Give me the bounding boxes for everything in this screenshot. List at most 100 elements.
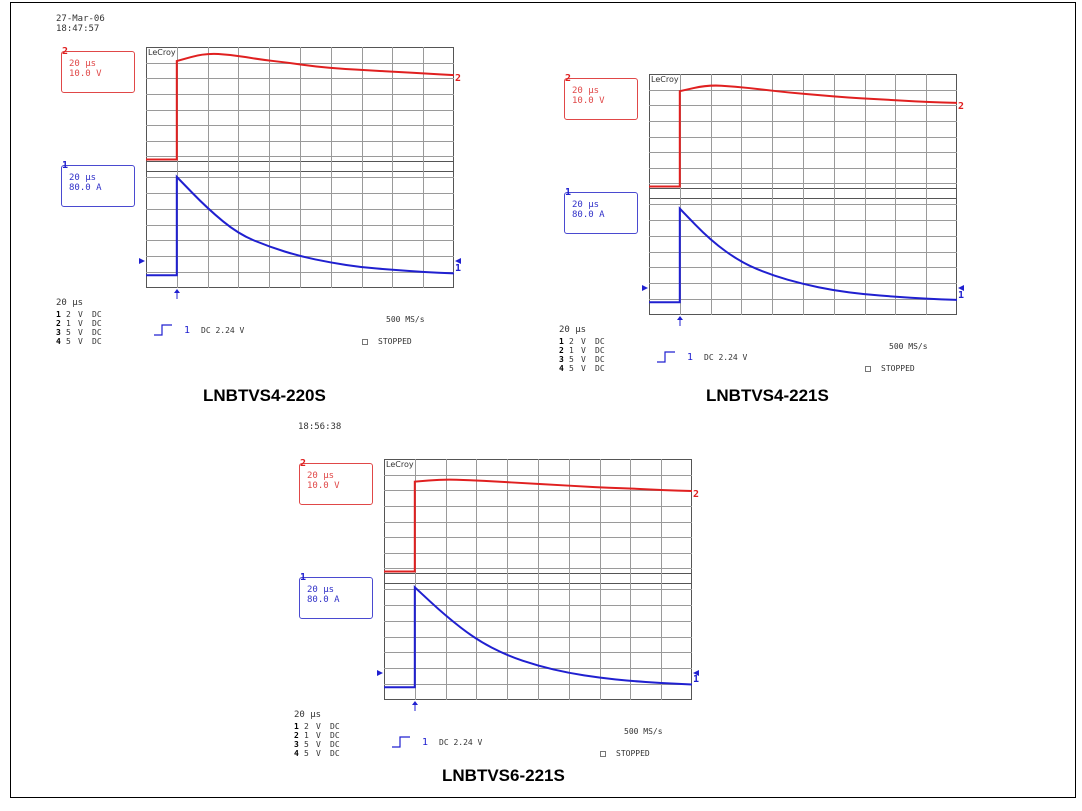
- channel-coupling: DC: [330, 740, 340, 749]
- channel-unit: V: [78, 328, 83, 337]
- channel-2-trace-marker: 2: [958, 100, 965, 112]
- channel-settings-row: 4 5 V DC: [56, 337, 102, 346]
- channel-volts: 5: [569, 355, 574, 364]
- scope-panel-lnbtvs4-221s: 20 µs 10.0 V 2 20 µs 80.0 A 1 LeCroy 2 1 20 µs 1 2 V…: [559, 41, 964, 426]
- channel-coupling: DC: [330, 731, 340, 740]
- channel-settings-row: 1 2 V DC: [559, 337, 605, 346]
- figure-frame: [10, 2, 1076, 798]
- channel-unit: V: [581, 346, 586, 355]
- acquisition-status: STOPPED: [881, 364, 915, 373]
- channel-1-trace-marker: 1: [693, 674, 700, 686]
- status-indicator: [362, 339, 368, 345]
- trigger-level-marker-left: [139, 258, 145, 265]
- trigger-level-marker-left: [377, 670, 383, 677]
- current-grid: [649, 188, 958, 315]
- channel-volts: 2: [304, 722, 309, 731]
- channel-volts: 1: [304, 731, 309, 740]
- channel-2-trace-marker: 2: [455, 73, 462, 85]
- scope-time: 18:56:38: [298, 422, 342, 432]
- channel-coupling: DC: [92, 337, 102, 346]
- trigger-position-arrow: [411, 701, 418, 711]
- sample-rate: 500 MS/s: [889, 342, 928, 351]
- current-grid: [146, 161, 455, 288]
- channel-unit: V: [78, 319, 83, 328]
- channel-coupling: DC: [92, 310, 102, 319]
- acquisition-status: STOPPED: [616, 749, 650, 758]
- channel-1-tag: 1: [565, 187, 572, 198]
- trigger-setting: DC 2.24 V: [439, 738, 483, 747]
- channel-number: 1: [56, 310, 61, 319]
- trigger-source: 1: [687, 352, 694, 363]
- status-indicator: [600, 751, 606, 757]
- channel-2-timebase: 20 µs: [69, 59, 97, 69]
- channel-2-tag: 2: [300, 458, 307, 469]
- acquisition-status: STOPPED: [378, 337, 412, 346]
- channel-1-scale: 80.0 A: [307, 595, 340, 605]
- sample-rate: 500 MS/s: [386, 315, 425, 324]
- channel-volts: 5: [569, 364, 574, 373]
- channel-volts: 2: [66, 310, 71, 319]
- voltage-grid: [384, 459, 693, 584]
- trigger-edge-icon: [154, 324, 172, 336]
- trigger-edge-icon: [392, 736, 410, 748]
- channel-volts: 2: [569, 337, 574, 346]
- channel-settings-row: 2 1 V DC: [294, 731, 340, 740]
- channel-1-trace-marker: 1: [455, 263, 462, 275]
- channel-1-info-box: 20 µs 80.0 A: [299, 577, 373, 619]
- current-grid: [384, 573, 693, 700]
- channel-unit: V: [316, 731, 321, 740]
- channel-unit: V: [316, 749, 321, 758]
- channel-coupling: DC: [595, 346, 605, 355]
- channel-settings-row: 3 5 V DC: [559, 355, 605, 364]
- channel-2-scale: 10.0 V: [307, 481, 340, 491]
- channel-number: 4: [294, 749, 299, 758]
- channel-settings-row: 4 5 V DC: [559, 364, 605, 373]
- status-indicator: [865, 366, 871, 372]
- trigger-level-marker-right: [958, 285, 964, 292]
- scope-panel-lnbtvs6-221s: 18:56:38 20 µs 10.0 V 2 20 µs 80.0 A 1 LeCroy 2…: [294, 422, 699, 811]
- channel-unit: V: [78, 337, 83, 346]
- voltage-grid: [649, 74, 958, 199]
- scope-date: 27-Mar-06: [56, 14, 105, 24]
- channel-settings-row: 3 5 V DC: [56, 328, 102, 337]
- brand-label: LeCroy: [650, 75, 680, 84]
- channel-1-scale: 80.0 A: [69, 183, 102, 193]
- trigger-level-marker-right: [693, 670, 699, 677]
- scope-panel-lnbtvs4-220s: 27-Mar-06 18:47:57 20 µs 10.0 V 2 20 µs 80.0…: [56, 14, 461, 399]
- channel-coupling: DC: [92, 328, 102, 337]
- channel-volts: 5: [304, 749, 309, 758]
- channel-unit: V: [78, 310, 83, 319]
- sample-rate: 500 MS/s: [624, 727, 663, 736]
- channel-settings-row: 1 2 V DC: [294, 722, 340, 731]
- channel-2-info-box: 20 µs 10.0 V: [299, 463, 373, 505]
- channel-1-info-box: 20 µs 80.0 A: [61, 165, 135, 207]
- channel-coupling: DC: [595, 355, 605, 364]
- channel-2-timebase: 20 µs: [572, 86, 600, 96]
- channel-volts: 1: [569, 346, 574, 355]
- channel-settings-row: 2 1 V DC: [56, 319, 102, 328]
- trigger-source: 1: [184, 325, 191, 336]
- brand-label: LeCroy: [147, 48, 177, 57]
- channel-1-scale: 80.0 A: [572, 210, 605, 220]
- channel-2-scale: 10.0 V: [69, 69, 102, 79]
- channel-1-waveform: [384, 584, 693, 689]
- channel-2-trace-marker: 2: [693, 489, 700, 501]
- channel-number: 3: [294, 740, 299, 749]
- channel-settings-row: 1 2 V DC: [56, 310, 102, 319]
- channel-unit: V: [316, 722, 321, 731]
- channel-unit: V: [581, 355, 586, 364]
- channel-unit: V: [581, 337, 586, 346]
- channel-2-scale: 10.0 V: [572, 96, 605, 106]
- channel-coupling: DC: [330, 749, 340, 758]
- channel-1-tag: 1: [300, 572, 307, 583]
- channel-settings-row: 4 5 V DC: [294, 749, 340, 758]
- channel-number: 1: [294, 722, 299, 731]
- channel-1-waveform: [146, 174, 455, 277]
- channel-1-info-box: 20 µs 80.0 A: [564, 192, 638, 234]
- trigger-level-marker-left: [642, 285, 648, 292]
- channel-2-tag: 2: [62, 46, 69, 57]
- channel-number: 3: [56, 328, 61, 337]
- scope-time: 18:47:57: [56, 24, 100, 34]
- channel-number: 1: [559, 337, 564, 346]
- channel-1-timebase: 20 µs: [69, 173, 97, 183]
